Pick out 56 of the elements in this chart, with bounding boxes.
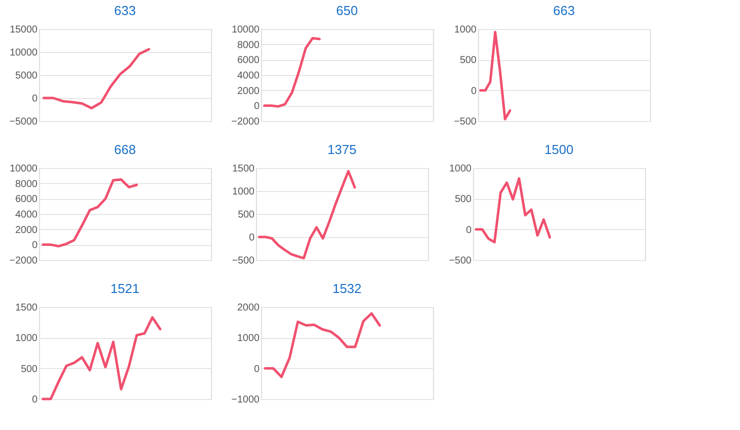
y-tick-label: 6000 — [237, 55, 260, 66]
y-tick-label: −2000 — [231, 116, 260, 128]
y-tick-label: 1000 — [449, 164, 472, 174]
y-tick-label: 10000 — [10, 164, 38, 174]
y-tick-label: 10000 — [232, 24, 260, 36]
y-tick-label: 500 — [238, 210, 255, 220]
line-series — [264, 312, 382, 378]
y-tick-label: 1000 — [232, 186, 255, 198]
y-tick-label: 1000 — [15, 333, 38, 344]
chart-title: 663 — [553, 3, 575, 18]
line-series — [474, 177, 552, 244]
y-tick-label: 0 — [254, 101, 260, 112]
y-tick-label: 500 — [454, 194, 472, 206]
chart-title: 633 — [114, 3, 136, 18]
chart-title: 1532 — [332, 281, 362, 296]
y-tick-label: 0 — [32, 394, 38, 406]
y-tick-label: −500 — [232, 256, 255, 266]
y-tick-label: 1000 — [237, 333, 260, 344]
chart-title: 668 — [114, 142, 136, 157]
y-tick-label: 1500 — [232, 164, 255, 174]
y-tick-label: 8000 — [237, 40, 260, 51]
line-series — [479, 30, 512, 120]
y-tick-label: 2000 — [237, 302, 260, 314]
y-tick-label: 5000 — [15, 70, 38, 82]
y-tick-label: 0 — [254, 364, 260, 375]
chart-title: 1521 — [110, 281, 140, 296]
y-tick-label: 0 — [32, 94, 38, 104]
y-tick-label: 10000 — [10, 48, 38, 58]
y-tick-label: 0 — [466, 224, 472, 236]
y-tick-label: 8000 — [15, 178, 38, 190]
line-series — [263, 36, 321, 108]
y-tick-label: 0 — [470, 86, 477, 97]
y-tick-label: 4000 — [237, 70, 260, 82]
y-tick-label: 4000 — [15, 210, 38, 220]
y-tick-label: −5000 — [9, 116, 38, 128]
y-tick-label: −2000 — [9, 256, 38, 266]
y-tick-label: 6000 — [15, 194, 38, 206]
y-tick-label: 500 — [20, 364, 38, 375]
line-series — [258, 170, 356, 260]
chart-title: 1375 — [328, 142, 356, 157]
y-tick-label: 0 — [248, 232, 255, 244]
line-series — [42, 178, 138, 248]
y-tick-label: 2000 — [15, 224, 38, 236]
chart-title: 650 — [336, 3, 358, 18]
y-tick-label: 1500 — [15, 302, 38, 314]
y-tick-label: 500 — [460, 55, 477, 66]
y-tick-label: 2000 — [237, 86, 260, 97]
y-tick-label: −500 — [448, 256, 472, 266]
y-tick-label: −1000 — [231, 394, 260, 406]
chart-title: 1500 — [544, 142, 574, 157]
line-series — [42, 48, 150, 110]
line-series — [42, 316, 162, 400]
y-tick-label: 15000 — [10, 24, 38, 36]
y-tick-label: −500 — [454, 116, 477, 128]
y-tick-label: 0 — [32, 240, 38, 252]
y-tick-label: 1000 — [454, 24, 477, 36]
